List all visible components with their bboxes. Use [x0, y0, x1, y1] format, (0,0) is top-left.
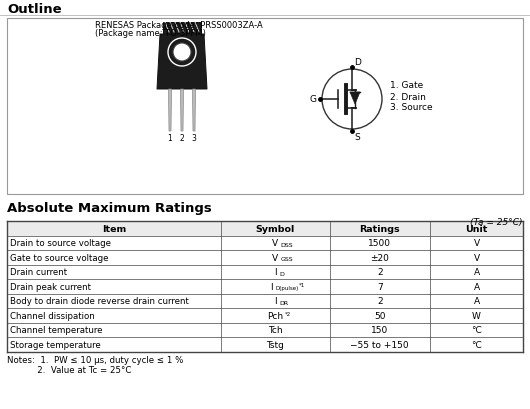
Text: Storage temperature: Storage temperature	[10, 340, 101, 349]
Text: V: V	[272, 239, 278, 247]
Text: Gate to source voltage: Gate to source voltage	[10, 253, 109, 262]
Bar	[7, 221, 523, 236]
Text: 2: 2	[180, 134, 184, 143]
Text: G: G	[310, 95, 317, 104]
Text: 50: 50	[374, 311, 385, 320]
Polygon shape	[181, 90, 183, 132]
Text: 3. Source: 3. Source	[390, 103, 432, 112]
Text: 2.  Value at Tc = 25°C: 2. Value at Tc = 25°C	[7, 366, 131, 375]
Text: Item: Item	[102, 224, 126, 233]
Circle shape	[322, 70, 382, 130]
Text: 2. Drain: 2. Drain	[390, 92, 426, 101]
Text: 150: 150	[371, 326, 388, 335]
Text: −55 to +150: −55 to +150	[350, 340, 409, 349]
Polygon shape	[169, 90, 172, 132]
Text: (Package name: TO-3PFM): (Package name: TO-3PFM)	[95, 29, 206, 38]
Text: RENESAS Package code: PRSS0003ZA-A: RENESAS Package code: PRSS0003ZA-A	[95, 21, 263, 30]
Text: D: D	[354, 58, 361, 67]
Bar	[7, 19, 523, 195]
Text: V: V	[473, 239, 480, 247]
Text: 2: 2	[377, 297, 383, 306]
Text: I: I	[274, 267, 277, 276]
Text: (Ta = 25°C): (Ta = 25°C)	[471, 218, 523, 227]
Text: Channel temperature: Channel temperature	[10, 326, 102, 335]
Text: °C: °C	[471, 326, 482, 335]
Polygon shape	[192, 90, 196, 132]
Text: A: A	[473, 282, 480, 291]
Text: 1: 1	[167, 134, 172, 143]
Text: V: V	[272, 253, 278, 262]
Text: W: W	[472, 311, 481, 320]
Text: 2: 2	[377, 267, 383, 276]
Text: °C: °C	[471, 340, 482, 349]
Text: V: V	[473, 253, 480, 262]
Text: DSS: DSS	[280, 242, 293, 247]
Text: Channel dissipation: Channel dissipation	[10, 311, 95, 320]
Circle shape	[173, 44, 191, 62]
Text: Drain to source voltage: Drain to source voltage	[10, 239, 111, 247]
Text: A: A	[473, 267, 480, 276]
Text: D: D	[279, 271, 284, 276]
Text: D(pulse): D(pulse)	[275, 285, 298, 290]
Text: Notes:  1.  PW ≤ 10 μs, duty cycle ≤ 1 %: Notes: 1. PW ≤ 10 μs, duty cycle ≤ 1 %	[7, 356, 183, 364]
Text: Pch: Pch	[267, 311, 284, 320]
Text: 7: 7	[377, 282, 383, 291]
Polygon shape	[157, 35, 207, 90]
Text: Tstg: Tstg	[267, 340, 284, 349]
Text: I: I	[270, 282, 272, 291]
Polygon shape	[350, 93, 360, 105]
Text: A: A	[473, 297, 480, 306]
Text: I: I	[274, 297, 277, 306]
Text: Drain current: Drain current	[10, 267, 67, 276]
Text: Symbol: Symbol	[255, 224, 295, 233]
Text: 1. Gate: 1. Gate	[390, 81, 423, 90]
Text: DR: DR	[279, 300, 288, 305]
Text: Absolute Maximum Ratings: Absolute Maximum Ratings	[7, 202, 212, 214]
Text: Drain peak current: Drain peak current	[10, 282, 91, 291]
Text: Unit: Unit	[465, 224, 488, 233]
Text: 3: 3	[191, 134, 197, 143]
Text: GSS: GSS	[280, 256, 293, 262]
Text: Body to drain diode reverse drain current: Body to drain diode reverse drain curren…	[10, 297, 189, 306]
Text: Outline: Outline	[7, 3, 61, 16]
Text: S: S	[354, 133, 360, 142]
Bar	[163, 23, 201, 35]
Text: Ratings: Ratings	[359, 224, 400, 233]
Text: Tch: Tch	[268, 326, 282, 335]
Text: 1500: 1500	[368, 239, 391, 247]
Text: ±20: ±20	[370, 253, 389, 262]
Text: *1: *1	[299, 282, 306, 287]
Text: *2: *2	[285, 311, 292, 316]
